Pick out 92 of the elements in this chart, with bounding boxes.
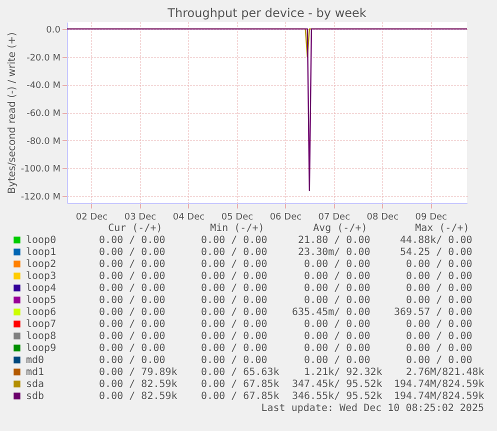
y-tick-label: -80.0 M [26, 136, 60, 147]
text: 0.00 / 0.00 [304, 355, 370, 366]
text: 0.00 / 0.00 [406, 271, 472, 282]
x-tick-label: 07 Dec [318, 212, 350, 222]
text: 0.00 / 0.00 [201, 259, 268, 270]
x-tick-label: 09 Dec [415, 212, 448, 222]
text: 194.74M/824.59k [394, 379, 484, 390]
text: 0.00 / 82.59k [99, 391, 178, 402]
legend-label: loop2 [26, 259, 56, 270]
text: 0.00 / 0.00 [99, 259, 166, 270]
text: 0.00 / 0.00 [99, 235, 166, 246]
y-tick-label: -100.0 M [20, 164, 60, 175]
text: 0.00 / 0.00 [99, 319, 166, 330]
text: 0.00 / 0.00 [201, 295, 268, 306]
text: 0.00 / 0.00 [406, 331, 472, 342]
text: 0.00 / 0.00 [304, 343, 370, 354]
x-tick-label: 04 Dec [172, 212, 205, 222]
legend-label: md0 [26, 355, 44, 366]
legend-label: loop5 [26, 295, 56, 306]
chart-title: Throughput per device - by week [166, 6, 366, 20]
text: Min (-/+) [210, 223, 264, 234]
text: 0.00 / 0.00 [201, 247, 268, 258]
text: 0.00 / 0.00 [99, 331, 166, 342]
legend-label: loop6 [26, 307, 56, 318]
x-tick-label: 02 Dec [76, 212, 108, 222]
text: Max (-/+) [415, 223, 470, 234]
text: 0.00 / 0.00 [304, 283, 370, 294]
text: 0.00 / 0.00 [304, 295, 370, 306]
text: 0.00 / 0.00 [201, 343, 268, 354]
text: 0.00 / 0.00 [201, 319, 268, 330]
text: 2.76M/821.48k [406, 367, 484, 378]
text: 0.00 / 79.89k [99, 367, 178, 378]
text: 346.55k/ 95.52k [292, 391, 382, 402]
text: 635.45m/ 0.00 [292, 307, 370, 318]
text: 0.00 / 0.00 [201, 307, 268, 318]
y-tick-label: -20.0 M [26, 53, 60, 64]
text: 0.00 / 0.00 [201, 271, 268, 282]
y-axis-title: Bytes/second read (-) / write (+) [6, 32, 18, 194]
legend-label: sda [26, 379, 44, 390]
text: 0.00 / 0.00 [406, 295, 472, 306]
text: 0.00 / 0.00 [201, 355, 268, 366]
text: 23.30m/ 0.00 [298, 247, 370, 258]
text: 347.45k/ 95.52k [292, 379, 382, 390]
text: 54.25 / 0.00 [400, 247, 472, 258]
legend-label: loop3 [26, 271, 56, 282]
legend-label: loop7 [26, 319, 56, 330]
text: Cur (-/+) [108, 223, 162, 234]
y-tick-label: -60.0 M [26, 109, 60, 119]
x-tick-label: 06 Dec [270, 212, 302, 222]
legend-label: loop9 [26, 343, 56, 354]
legend-label: md1 [26, 367, 44, 378]
text: 369.57 / 0.00 [394, 307, 472, 318]
text: 0.00 / 0.00 [406, 343, 472, 354]
text: 0.00 / 67.85k [201, 391, 280, 402]
text: 44.88k/ 0.00 [400, 235, 472, 246]
x-tick-label: 03 Dec [124, 212, 156, 222]
y-tick-label: -120.0 M [20, 192, 60, 203]
text: 0.00 / 0.00 [406, 259, 472, 270]
legend-label: loop8 [26, 331, 56, 342]
text: 0.00 / 0.00 [99, 343, 166, 354]
text: 0.00 / 0.00 [99, 283, 166, 294]
text: Last update: Wed Dec 10 08:25:02 2025 [261, 403, 484, 414]
text: 0.00 / 0.00 [304, 271, 370, 282]
text: 0.00 / 0.00 [99, 295, 166, 306]
text: 0.00 / 0.00 [99, 355, 166, 366]
y-tick-label: -40.0 M [26, 81, 60, 92]
legend-label: loop0 [26, 235, 56, 246]
text: 0.00 / 0.00 [304, 319, 370, 330]
text: 0.00 / 0.00 [406, 319, 472, 330]
text: 0.00 / 0.00 [304, 331, 370, 342]
text: Avg (-/+) [313, 223, 368, 234]
x-tick-label: 08 Dec [366, 212, 399, 222]
text: 0.00 / 0.00 [99, 247, 166, 258]
text: 0.00 / 0.00 [304, 259, 370, 270]
text: 0.00 / 0.00 [99, 271, 166, 282]
text: 0.00 / 67.85k [201, 379, 280, 390]
text: 194.74M/824.59k [394, 391, 484, 402]
legend-label: loop1 [26, 247, 56, 258]
text: 0.00 / 0.00 [201, 283, 268, 294]
text: 0.00 / 0.00 [406, 283, 472, 294]
x-tick-label: 05 Dec [221, 212, 254, 222]
y-tick-label: 0.0 [46, 25, 61, 36]
text: 0.00 / 0.00 [201, 235, 268, 246]
text: 0.00 / 82.59k [99, 379, 178, 390]
text: 0.00 / 0.00 [406, 355, 472, 366]
text: 21.80 / 0.00 [298, 235, 370, 246]
text: 0.00 / 65.63k [201, 367, 280, 378]
text: 0.00 / 0.00 [99, 307, 166, 318]
legend-label: loop4 [26, 283, 56, 294]
text: 0.00 / 0.00 [201, 331, 268, 342]
legend-label: sdb [26, 391, 44, 402]
text: 1.21k/ 92.32k [304, 367, 382, 378]
